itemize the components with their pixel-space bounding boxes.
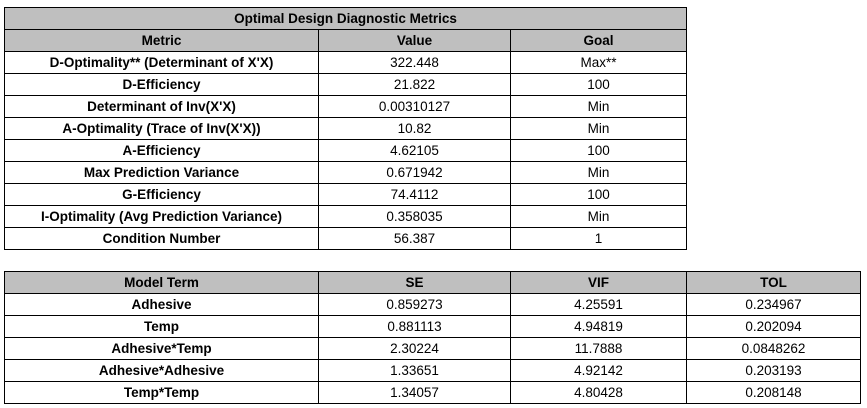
metric-row: G-Efficiency 74.4112 100 bbox=[4, 183, 688, 206]
metric-goal: 100 bbox=[509, 139, 688, 162]
term-name: Temp*Temp bbox=[4, 381, 319, 404]
terms-header-row: Model Term SE VIF TOL bbox=[4, 271, 861, 294]
metric-value: 21.822 bbox=[318, 73, 511, 96]
term-row: Adhesive 0.859273 4.25591 0.234967 bbox=[4, 293, 861, 316]
term-name: Adhesive*Temp bbox=[4, 337, 319, 360]
metric-name: D-Optimality** (Determinant of X'X) bbox=[4, 51, 319, 74]
column-header-se: SE bbox=[318, 271, 511, 294]
metric-row: Condition Number 56.387 1 bbox=[4, 227, 688, 250]
metric-name: D-Efficiency bbox=[4, 73, 319, 96]
metric-goal: Min bbox=[509, 161, 688, 184]
metric-goal: 100 bbox=[509, 73, 688, 96]
metrics-header-row: Metric Value Goal bbox=[4, 29, 688, 52]
metric-goal: Min bbox=[509, 117, 688, 140]
metric-name: A-Optimality (Trace of Inv(X'X)) bbox=[4, 117, 319, 140]
metric-name: Max Prediction Variance bbox=[4, 161, 319, 184]
column-header-value: Value bbox=[318, 29, 511, 52]
diagnostic-metrics-table: Optimal Design Diagnostic Metrics Metric… bbox=[3, 7, 688, 250]
metrics-title-row: Optimal Design Diagnostic Metrics bbox=[3, 7, 688, 30]
term-row: Adhesive*Adhesive 1.33651 4.92142 0.203193 bbox=[4, 359, 861, 382]
term-name: Adhesive bbox=[4, 293, 319, 316]
metric-row: D-Optimality** (Determinant of X'X) 322.4… bbox=[4, 51, 688, 74]
metric-value: 0.671942 bbox=[318, 161, 511, 184]
column-header-vif: VIF bbox=[510, 271, 687, 294]
term-row: Temp 0.881113 4.94819 0.202094 bbox=[4, 315, 861, 338]
column-header-metric: Metric bbox=[4, 29, 319, 52]
metric-row: D-Efficiency 21.822 100 bbox=[4, 73, 688, 96]
column-header-goal: Goal bbox=[509, 29, 688, 52]
metric-value: 322.448 bbox=[318, 51, 511, 74]
metric-row: Determinant of Inv(X'X) 0.00310127 Min bbox=[4, 95, 688, 118]
column-header-tol: TOL bbox=[686, 271, 861, 294]
metric-row: A-Efficiency 4.62105 100 bbox=[4, 139, 688, 162]
term-vif: 4.25591 bbox=[510, 293, 687, 316]
metric-goal: Min bbox=[509, 205, 688, 228]
term-vif: 4.80428 bbox=[510, 381, 687, 404]
metric-name: G-Efficiency bbox=[4, 183, 319, 206]
column-header-model-term: Model Term bbox=[4, 271, 319, 294]
term-name: Temp bbox=[4, 315, 319, 338]
metric-goal: 100 bbox=[509, 183, 688, 206]
metric-name: I-Optimality (Avg Prediction Variance) bbox=[4, 205, 319, 228]
term-row: Temp*Temp 1.34057 4.80428 0.208148 bbox=[4, 381, 861, 404]
term-tol: 0.0848262 bbox=[686, 337, 861, 360]
metric-value: 0.00310127 bbox=[318, 95, 511, 118]
metric-value: 0.358035 bbox=[318, 205, 511, 228]
metric-goal: Min bbox=[509, 95, 688, 118]
metrics-table-title: Optimal Design Diagnostic Metrics bbox=[3, 7, 688, 30]
metric-row: I-Optimality (Avg Prediction Variance) 0.… bbox=[4, 205, 688, 228]
term-tol: 0.202094 bbox=[686, 315, 861, 338]
term-se: 0.881113 bbox=[318, 315, 511, 338]
term-se: 0.859273 bbox=[318, 293, 511, 316]
metric-row: A-Optimality (Trace of Inv(X'X)) 10.82 Min bbox=[4, 117, 688, 140]
model-terms-table: Model Term SE VIF TOL Adhesive 0.859273 4.… bbox=[4, 271, 861, 404]
metric-goal: Max** bbox=[509, 51, 688, 74]
metrics-body: D-Optimality** (Determinant of X'X) 322.4… bbox=[4, 51, 688, 250]
term-name: Adhesive*Adhesive bbox=[4, 359, 319, 382]
term-tol: 0.208148 bbox=[686, 381, 861, 404]
metric-goal: 1 bbox=[509, 227, 688, 250]
metric-name: Determinant of Inv(X'X) bbox=[4, 95, 319, 118]
metric-name: Condition Number bbox=[4, 227, 319, 250]
term-row: Adhesive*Temp 2.30224 11.7888 0.0848262 bbox=[4, 337, 861, 360]
metric-value: 56.387 bbox=[318, 227, 511, 250]
metric-row: Max Prediction Variance 0.671942 Min bbox=[4, 161, 688, 184]
term-se: 1.33651 bbox=[318, 359, 511, 382]
metric-value: 10.82 bbox=[318, 117, 511, 140]
metric-name: A-Efficiency bbox=[4, 139, 319, 162]
term-se: 2.30224 bbox=[318, 337, 511, 360]
metric-value: 4.62105 bbox=[318, 139, 511, 162]
term-vif: 4.92142 bbox=[510, 359, 687, 382]
terms-body: Adhesive 0.859273 4.25591 0.234967 Temp 0.881… bbox=[4, 293, 861, 404]
term-vif: 4.94819 bbox=[510, 315, 687, 338]
term-tol: 0.203193 bbox=[686, 359, 861, 382]
term-vif: 11.7888 bbox=[510, 337, 687, 360]
term-tol: 0.234967 bbox=[686, 293, 861, 316]
term-se: 1.34057 bbox=[318, 381, 511, 404]
metric-value: 74.4112 bbox=[318, 183, 511, 206]
